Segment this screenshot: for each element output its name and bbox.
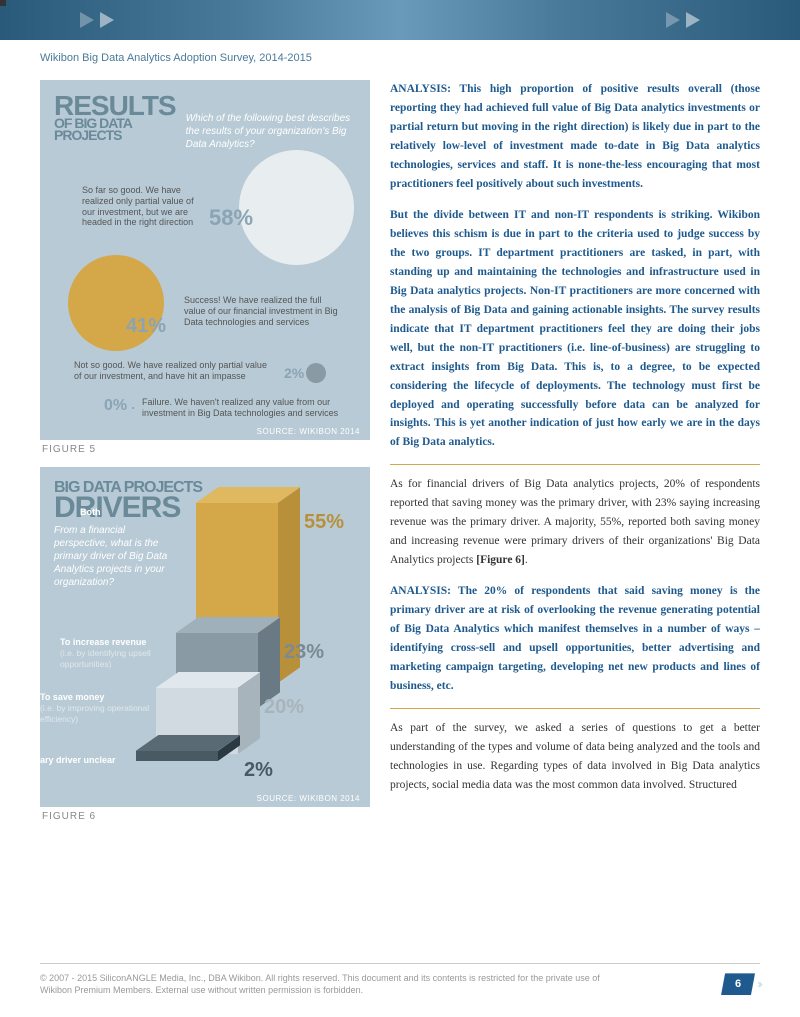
bubble [132, 407, 134, 409]
bar-label: To save money(i.e. by improving operatio… [40, 692, 150, 724]
divider-2 [390, 708, 760, 709]
figure-5-box: RESULTS OF BIG DATA PROJECTS Which of th… [40, 80, 370, 440]
bar-label: Both [80, 507, 190, 518]
bar-percent: 23% [284, 641, 324, 664]
body-para-5: As part of the survey, we asked a series… [390, 719, 760, 795]
bar-percent: 20% [264, 696, 304, 719]
bar-percent: 2% [244, 759, 273, 782]
bubble-percent: 58% [209, 205, 253, 231]
bubble-label: Not so good. We have realized only parti… [74, 360, 274, 382]
fig5-source: SOURCE: WIKIBON 2014 [257, 427, 360, 436]
bubble-label: So far so good. We have realized only pa… [82, 185, 202, 228]
fig5-title: RESULTS OF BIG DATA PROJECTS [54, 94, 176, 142]
analysis-para-2: But the divide between IT and non-IT res… [390, 206, 760, 453]
fig6-chart-area: 55% Both 23% To increase revenue(i.e. by id… [54, 503, 356, 773]
fig5-caption: FIGURE 5 [40, 440, 370, 467]
left-column: RESULTS OF BIG DATA PROJECTS Which of th… [40, 80, 370, 834]
bubble-percent: 0% [104, 397, 127, 415]
right-column: ANALYSIS: This high proportion of positi… [390, 80, 760, 834]
bubble-percent: 41% [126, 315, 166, 338]
analysis-para-4: ANALYSIS: The 20% of respondents that sa… [390, 582, 760, 696]
bar-label: Primary driver unclear [20, 755, 130, 766]
fig5-chart-area: 58% So far so good. We have realized only… [54, 145, 356, 435]
bubble-label: Success! We have realized the full value… [184, 295, 344, 327]
figure-6-box: BIG DATA PROJECTS DRIVERS From a financi… [40, 467, 370, 807]
page-footer: © 2007 - 2015 SiliconANGLE Media, Inc., … [40, 963, 760, 997]
body-para-3: As for financial drivers of Big Data ana… [390, 475, 760, 570]
fig6-caption: FIGURE 6 [40, 807, 370, 834]
bubble-percent: 2% [284, 365, 304, 381]
document-title: Wikibon Big Data Analytics Adoption Surv… [0, 40, 800, 72]
divider-1 [390, 464, 760, 465]
main-content: RESULTS OF BIG DATA PROJECTS Which of th… [0, 72, 800, 834]
bar-percent: 55% [304, 511, 344, 534]
bubble-label: Failure. We haven't realized any value f… [142, 397, 342, 419]
bubble [306, 363, 326, 383]
analysis-para-1: ANALYSIS: This high proportion of positi… [390, 80, 760, 194]
bar-label: To increase revenue(i.e. by identifying … [60, 637, 170, 669]
fig6-source: SOURCE: WIKIBON 2014 [257, 794, 360, 803]
copyright-text: © 2007 - 2015 SiliconANGLE Media, Inc., … [40, 972, 600, 997]
bubble [239, 150, 354, 265]
header-decoration [0, 0, 800, 40]
page-number-badge: 6 ››› [721, 973, 760, 995]
